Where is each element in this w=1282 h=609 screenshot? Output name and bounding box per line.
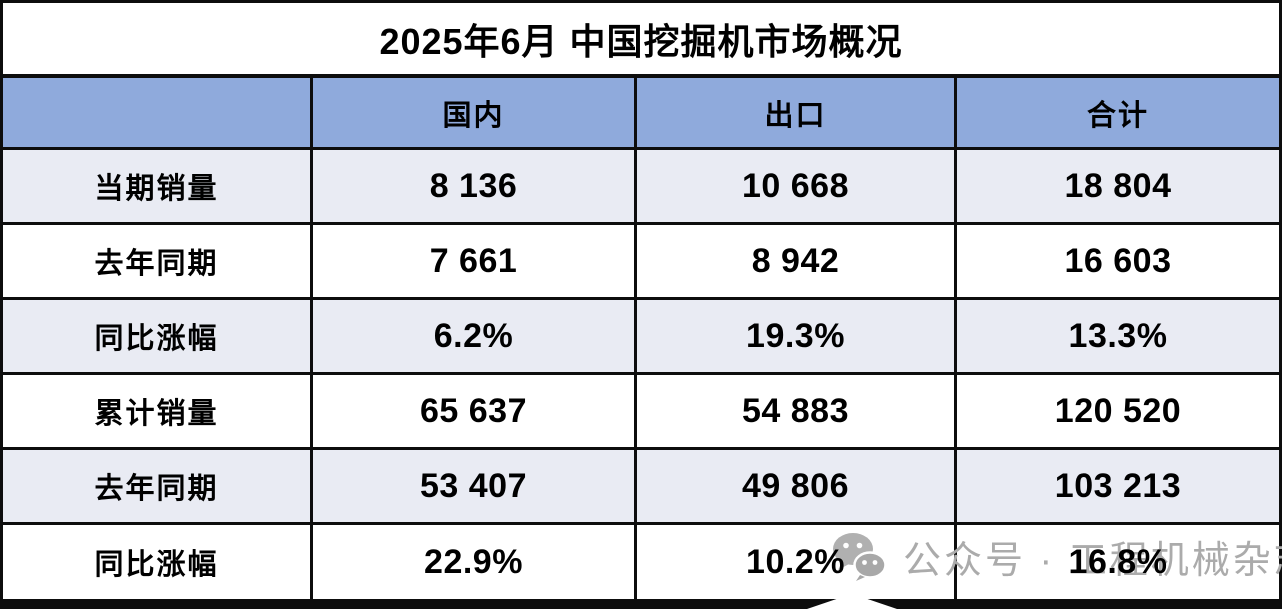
title-row: 2025年6月 中国挖掘机市场概况 — [3, 3, 1279, 78]
bottom-border-bar — [0, 599, 1282, 609]
column-header-label: 出口 — [764, 99, 827, 132]
cell-value: 10.2% — [746, 542, 845, 581]
cell-value: 6.2% — [433, 316, 514, 355]
row-label-cell: 累计销量 — [3, 375, 313, 447]
row-label-cell: 去年同期 — [3, 450, 313, 522]
value-cell-total: 13.3% — [957, 300, 1279, 372]
value-cell-domestic: 53 407 — [313, 450, 637, 522]
row-label: 同比涨幅 — [94, 323, 219, 355]
row-label-cell: 当期销量 — [3, 150, 313, 222]
cell-value: 53 407 — [420, 466, 527, 505]
value-cell-total: 16.8% — [957, 525, 1279, 599]
cell-value: 16.8% — [1068, 542, 1168, 581]
cell-value: 65 637 — [420, 391, 527, 430]
column-header-export: 出口 — [637, 78, 957, 147]
table-row-last-year-same-period: 去年同期 7 661 8 942 16 603 — [3, 225, 1279, 300]
value-cell-export: 8 942 — [637, 225, 957, 297]
cell-value: 8 136 — [429, 166, 518, 205]
cell-value: 13.3% — [1068, 316, 1168, 355]
column-header-row: 国内 出口 合计 — [3, 78, 1279, 150]
column-header-domestic: 国内 — [313, 78, 637, 147]
cell-value: 54 883 — [742, 391, 849, 430]
row-label-cell: 同比涨幅 — [3, 300, 313, 372]
column-header-label: 国内 — [442, 99, 505, 132]
title-cell: 2025年6月 中国挖掘机市场概况 — [3, 3, 1279, 74]
row-label: 同比涨幅 — [94, 549, 219, 581]
row-label-cell: 同比涨幅 — [3, 525, 313, 599]
value-cell-export: 49 806 — [637, 450, 957, 522]
row-label: 去年同期 — [94, 248, 219, 280]
table-row-cumulative-yoy-growth: 同比涨幅 22.9% 10.2% 16.8% — [3, 525, 1279, 599]
table-row-last-year-cumulative: 去年同期 53 407 49 806 103 213 — [3, 450, 1279, 525]
row-label-cell: 去年同期 — [3, 225, 313, 297]
column-header-label: 合计 — [1086, 99, 1149, 132]
value-cell-domestic: 22.9% — [313, 525, 637, 599]
value-cell-export: 10 668 — [637, 150, 957, 222]
table-row-yoy-growth: 同比涨幅 6.2% 19.3% 13.3% — [3, 300, 1279, 375]
row-label: 累计销量 — [94, 398, 219, 430]
value-cell-total: 16 603 — [957, 225, 1279, 297]
column-header-total: 合计 — [957, 78, 1279, 147]
row-label: 去年同期 — [94, 473, 219, 505]
value-cell-domestic: 6.2% — [313, 300, 637, 372]
cell-value: 7 661 — [429, 241, 518, 280]
bottom-notch — [807, 598, 897, 609]
column-header-empty — [3, 78, 313, 147]
row-label: 当期销量 — [94, 173, 219, 205]
cell-value: 16 603 — [1064, 241, 1172, 280]
page-title: 2025年6月 中国挖掘机市场概况 — [379, 20, 903, 62]
value-cell-total: 120 520 — [957, 375, 1279, 447]
cell-value: 49 806 — [742, 466, 849, 505]
cell-value: 103 213 — [1054, 466, 1182, 505]
value-cell-export: 10.2% — [637, 525, 957, 599]
cell-value: 19.3% — [746, 316, 845, 355]
cell-value: 8 942 — [751, 241, 840, 280]
value-cell-domestic: 8 136 — [313, 150, 637, 222]
cell-value: 18 804 — [1064, 166, 1172, 205]
cell-value: 22.9% — [424, 542, 523, 581]
table-row-cumulative-sales: 累计销量 65 637 54 883 120 520 — [3, 375, 1279, 450]
value-cell-total: 18 804 — [957, 150, 1279, 222]
value-cell-export: 54 883 — [637, 375, 957, 447]
value-cell-domestic: 7 661 — [313, 225, 637, 297]
cell-value: 10 668 — [742, 166, 849, 205]
value-cell-export: 19.3% — [637, 300, 957, 372]
table-row-current-sales: 当期销量 8 136 10 668 18 804 — [3, 150, 1279, 225]
value-cell-domestic: 65 637 — [313, 375, 637, 447]
cell-value: 120 520 — [1054, 391, 1182, 430]
value-cell-total: 103 213 — [957, 450, 1279, 522]
